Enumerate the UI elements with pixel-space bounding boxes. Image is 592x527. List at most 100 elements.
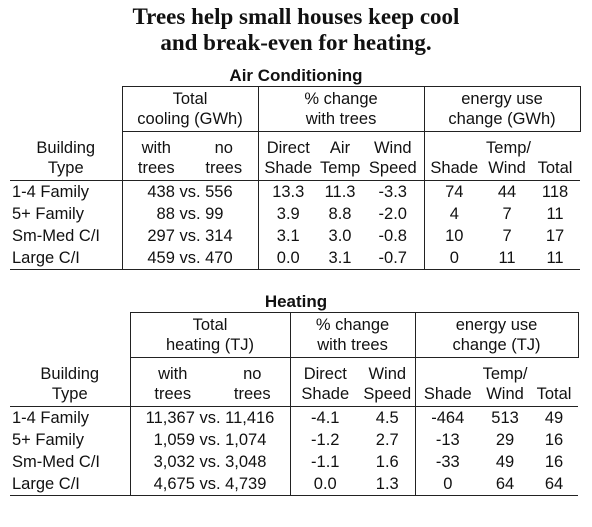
table-cell: -13 — [414, 429, 481, 451]
table-cell: -464 — [414, 406, 481, 429]
column-header: Shade — [423, 131, 485, 181]
table-cell: 0.0 — [289, 473, 361, 496]
table-cell: 13.3 — [257, 180, 319, 203]
row-label: 1-4 Family — [12, 409, 90, 427]
table-cell: 4.5 — [375, 409, 399, 427]
table-cell: 10 — [423, 225, 485, 247]
header-line: Total — [536, 385, 572, 403]
row-label: 1-4 Family — [12, 183, 90, 201]
header-line: Wind — [488, 159, 526, 177]
tables: Air Conditioning Total cooling (GWh) % chan… — [0, 66, 592, 496]
table-cell: 11,367 vs. 11,416 — [129, 406, 291, 429]
row-label: 5+ Family — [12, 205, 84, 223]
table-cell: 4,675 vs. 4,739 — [129, 473, 291, 496]
column-header: Building Type — [10, 131, 122, 181]
table-row: 1-4 Family 438 vs. 556 13.3 11.3 -3.3 74 44 118 — [10, 180, 580, 203]
header-line: Shade — [423, 385, 472, 403]
table-cell: 3.1 — [318, 247, 363, 270]
group-header-row: Total cooling (GWh) % change with trees ener… — [10, 86, 581, 132]
title-line: and break-even for heating. — [160, 30, 432, 55]
table-cell: -0.8 — [378, 227, 407, 245]
column-header: Total — [530, 131, 581, 181]
data-table: Total cooling (GWh) % change with trees ener… — [10, 86, 581, 270]
header-line: change (GWh) — [448, 110, 556, 128]
header-line: no — [214, 139, 233, 157]
table-row: 5+ Family 88 vs. 99 3.9 8.8 -2.0 4 7 11 — [10, 203, 580, 225]
table-cell: 3.9 — [257, 203, 319, 225]
header-line: with — [158, 365, 188, 383]
table-cell: -33 — [414, 451, 481, 473]
header-line: cooling (GWh) — [137, 110, 243, 128]
column-header: with trees — [129, 357, 215, 407]
table-cell: 438 vs. 556 — [121, 180, 259, 203]
header-line: energy use — [455, 316, 538, 334]
table-cell: 3,032 vs. 3,048 — [129, 451, 291, 473]
header-line: Total — [537, 159, 573, 177]
column-header-row: Building Type with trees no trees Direct Shade W… — [10, 357, 579, 407]
blank-cell — [10, 313, 130, 358]
table-cell: -4.1 — [289, 406, 361, 429]
header-line: no — [243, 365, 262, 383]
table-cell: 44 — [497, 183, 517, 201]
header-line: Temp/ — [482, 365, 528, 383]
header-line: Building — [40, 365, 100, 383]
table-cell: -3.3 — [378, 183, 407, 201]
table-cell: 118 — [541, 183, 569, 201]
table-row: Sm-Med C/I 3,032 vs. 3,048 -1.1 1.6 -33 49 16 — [10, 451, 578, 473]
table-cell: 1.6 — [375, 453, 399, 471]
column-header: Direct Shade — [289, 357, 361, 407]
header-line: Speed — [363, 385, 412, 403]
header-line: trees — [137, 159, 175, 177]
header-line: Temp/ — [486, 139, 531, 157]
group-header: Total cooling (GWh) — [121, 86, 259, 132]
group-header: % change with trees — [257, 86, 425, 132]
blank-cell — [10, 87, 122, 132]
data-table: Total heating (TJ) % change with trees energ… — [10, 312, 579, 496]
group-header: energy use change (TJ) — [414, 312, 579, 358]
column-header: Wind Speed — [362, 131, 425, 181]
table-cell: 0.0 — [257, 247, 319, 270]
header-line: Shade — [430, 159, 479, 177]
title: Trees help small houses keep cool and br… — [0, 0, 592, 56]
header-line: % change — [304, 90, 378, 108]
table-cell: 88 vs. 99 — [121, 203, 259, 225]
header-line: Total — [172, 90, 208, 108]
header-line: Total — [192, 316, 228, 334]
table-row: 1-4 Family 11,367 vs. 11,416 -4.1 4.5 -464 51… — [10, 406, 578, 429]
header-line: change (TJ) — [452, 336, 541, 354]
table-caption: Air Conditioning — [229, 66, 363, 85]
header-line: Wind — [486, 385, 524, 403]
table-cell: 17 — [545, 227, 565, 245]
column-header: Total — [530, 357, 579, 407]
table-cell: 4 — [423, 203, 485, 225]
table-cell: 8.8 — [328, 205, 352, 223]
header-line: % change — [315, 316, 390, 334]
column-header: Air Temp — [318, 131, 363, 181]
table-cell: 49 — [495, 453, 515, 471]
header-line: Direct — [266, 139, 310, 157]
header-line: Type — [51, 385, 88, 403]
table-cell: 297 vs. 314 — [121, 225, 259, 247]
row-label: Sm-Med C/I — [12, 227, 101, 245]
header-line: Wind — [373, 139, 412, 157]
table-cell: 3.0 — [328, 227, 352, 245]
header-line: Shade — [264, 159, 313, 177]
table-cell: -1.1 — [289, 451, 361, 473]
table-row: Large C/I 459 vs. 470 0.0 3.1 -0.7 0 11 11 — [10, 247, 581, 270]
header-line: Direct — [303, 365, 347, 383]
header-line: energy use — [461, 90, 543, 108]
table-cell: 459 vs. 470 — [121, 247, 259, 270]
table-cell: 0 — [414, 473, 481, 496]
table-cell: 3.1 — [257, 225, 319, 247]
header-line: with — [141, 139, 171, 157]
header-line: Building — [36, 139, 96, 157]
header-line: Type — [47, 159, 84, 177]
table-cell: -2.0 — [378, 205, 407, 223]
table-cell: -0.7 — [362, 247, 425, 270]
table-caption: Heating — [264, 292, 328, 311]
table-cell: 74 — [423, 180, 485, 203]
header-line: Temp — [320, 159, 361, 177]
table-cell: 11.3 — [324, 183, 356, 201]
header-line: with trees — [305, 110, 377, 128]
header-line: heating (TJ) — [165, 336, 255, 354]
